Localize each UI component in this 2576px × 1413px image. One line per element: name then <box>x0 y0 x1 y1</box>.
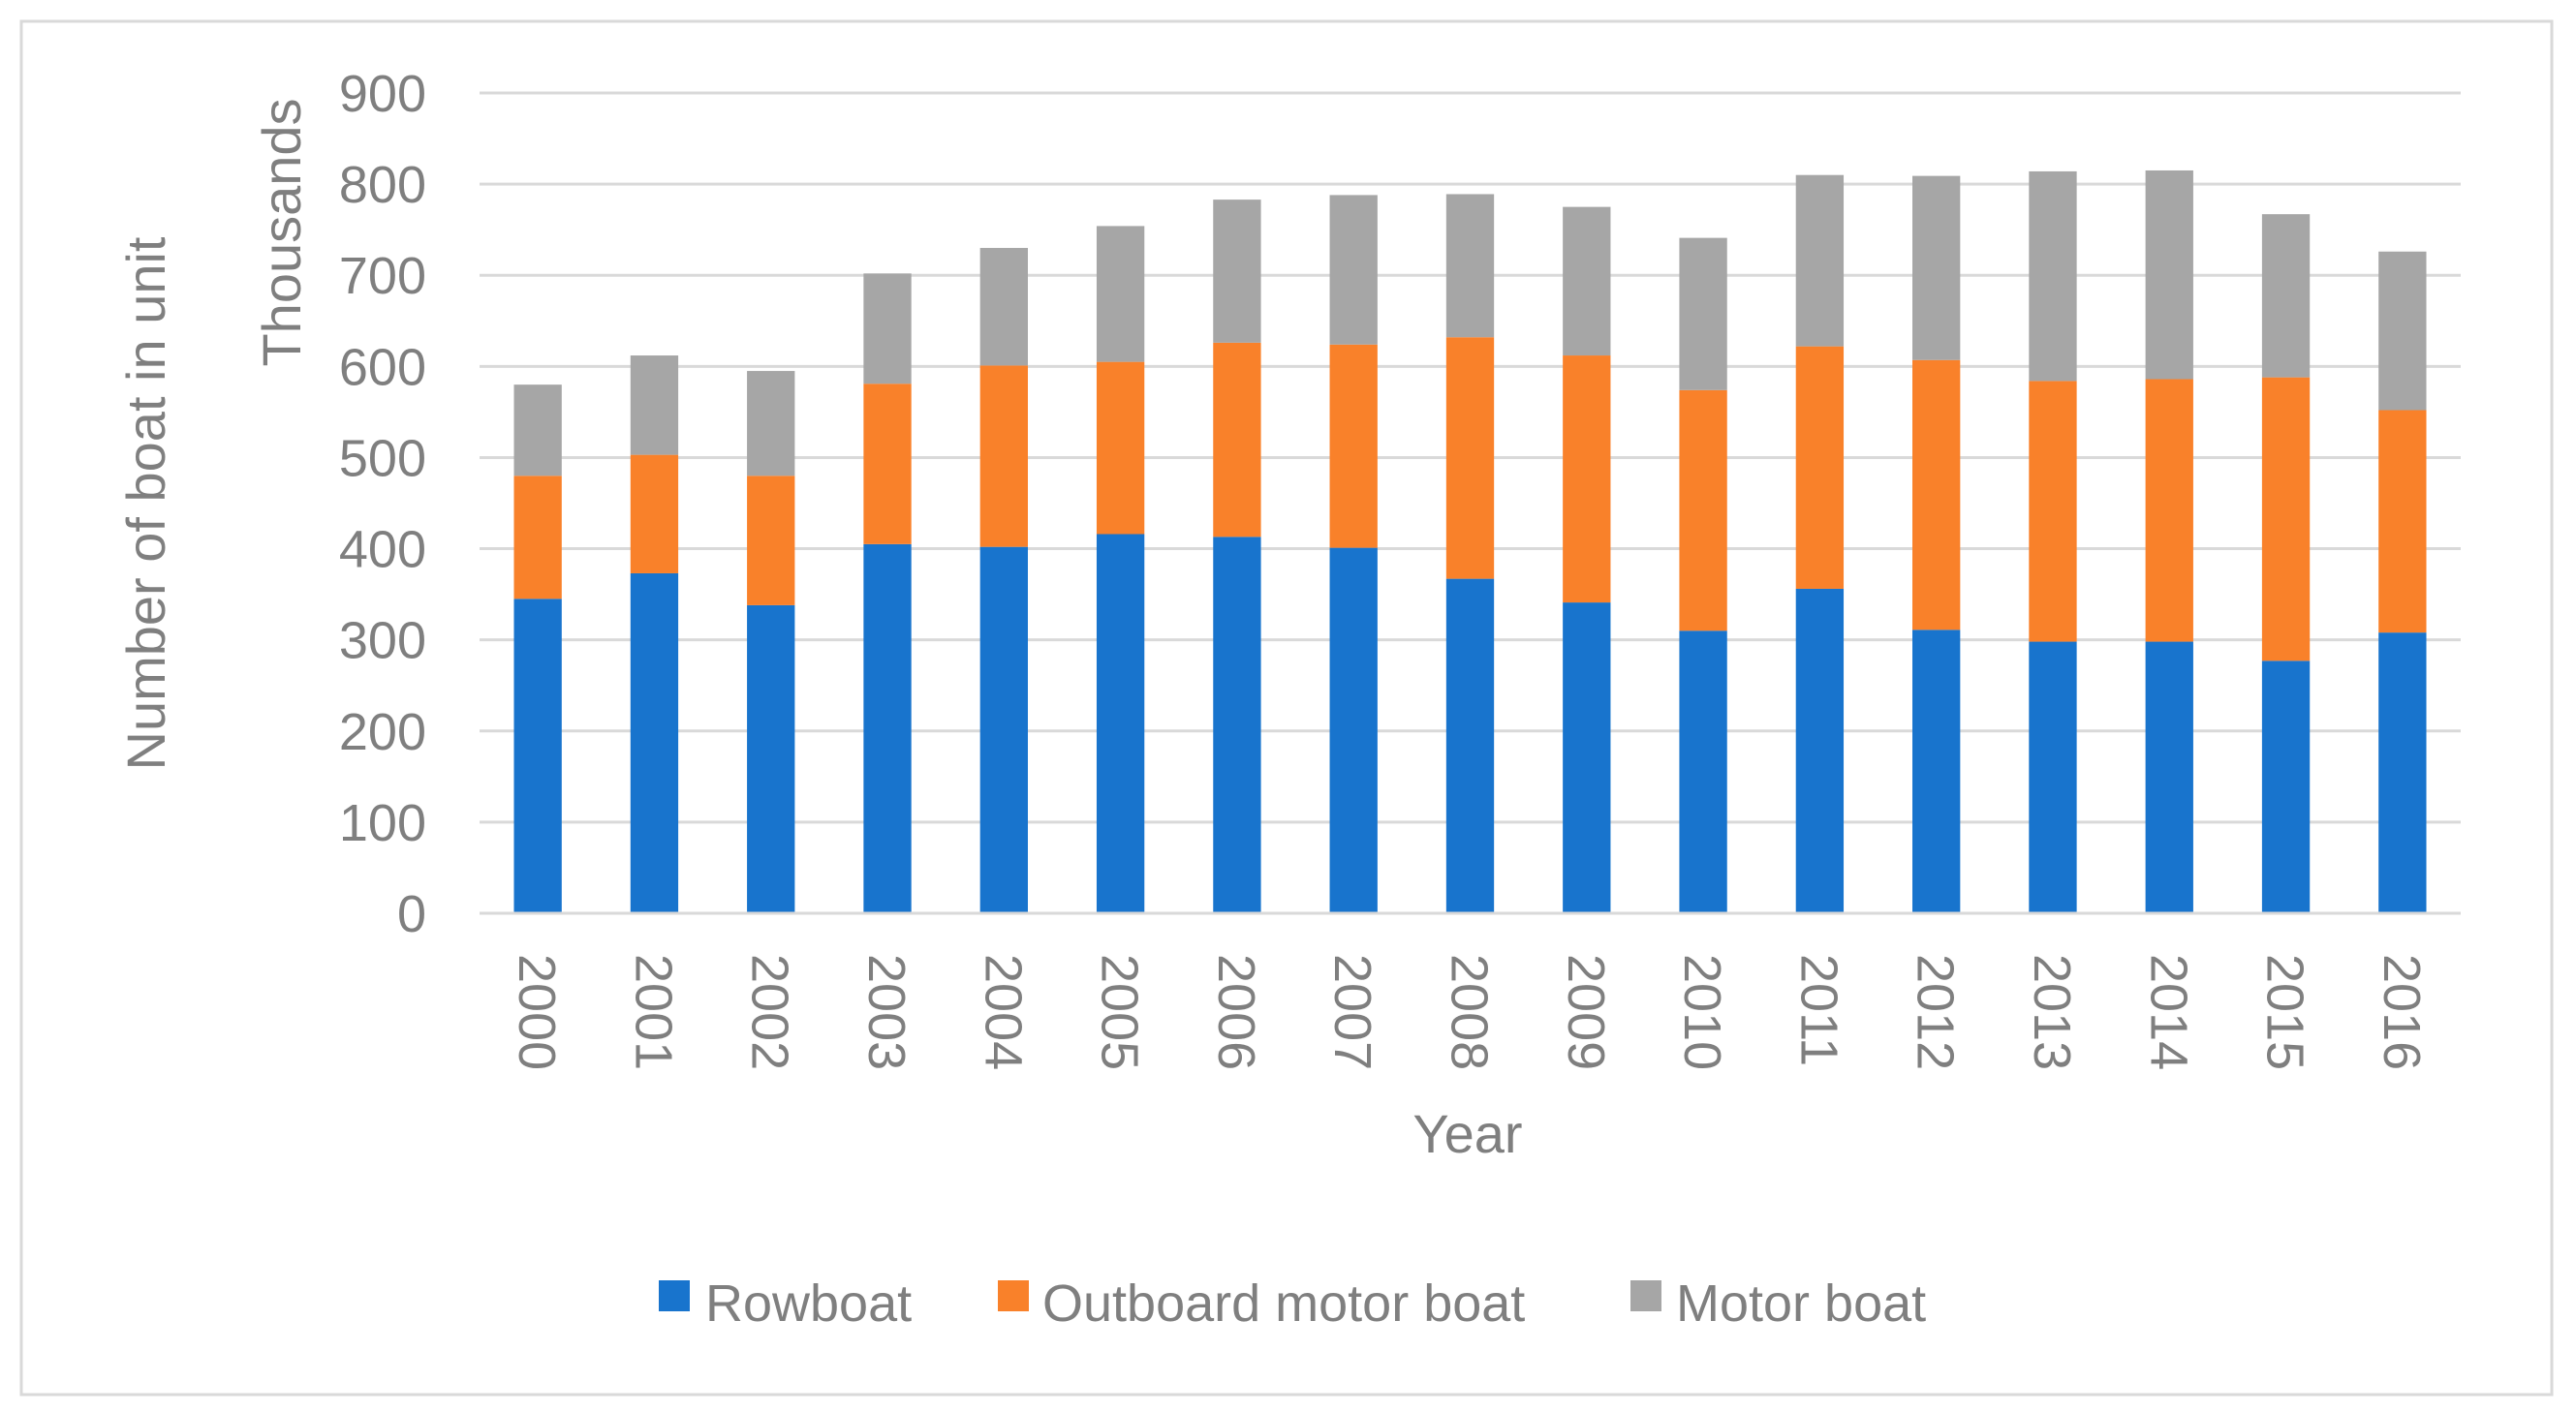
y-tick-label: 0 <box>397 885 426 943</box>
x-axis-ticks: 2000 2001 2002 2003 2004 2005 2006 2007 2008 2009… <box>508 954 2431 1070</box>
legend-swatch-rowboat <box>659 1280 690 1311</box>
bar-rowboat-2016 <box>2378 632 2427 913</box>
x-tick-label: 2005 <box>1091 954 1149 1070</box>
bars <box>513 169 2427 913</box>
y-tick-label: 700 <box>339 247 426 305</box>
bar-rowboat-2011 <box>1795 588 1845 913</box>
bar-motor-boat-2007 <box>1329 195 1378 345</box>
bar-rowboat-2010 <box>1679 630 1727 913</box>
bar-outboard-motor-boat-2009 <box>1563 355 1611 603</box>
y-axis-ticks: 0 100 200 300 400 500 600 700 800 900 <box>339 65 426 943</box>
legend-label-rowboat: Rowboat <box>705 1275 912 1333</box>
bar-outboard-motor-boat-2004 <box>979 365 1028 547</box>
bar-outboard-motor-boat-2015 <box>2261 377 2311 661</box>
y-axis-unit-label: Thousands <box>251 98 312 366</box>
bar-motor-boat-2003 <box>863 273 912 384</box>
x-tick-label: 2000 <box>508 954 566 1070</box>
bar-rowboat-2000 <box>513 599 562 913</box>
y-tick-label: 400 <box>339 521 426 579</box>
bar-rowboat-2013 <box>2029 641 2077 913</box>
bar-motor-boat-2008 <box>1445 194 1495 338</box>
bar-outboard-motor-boat-2001 <box>630 454 679 573</box>
x-tick-label: 2007 <box>1323 954 1381 1070</box>
bar-rowboat-2004 <box>979 546 1028 913</box>
bar-outboard-motor-boat-2016 <box>2378 410 2427 633</box>
legend-label-motor-boat: Motor boat <box>1676 1275 1926 1333</box>
bar-outboard-motor-boat-2012 <box>1912 359 1961 630</box>
bar-outboard-motor-boat-2005 <box>1096 361 1145 535</box>
x-tick-label: 2011 <box>1789 954 1847 1066</box>
y-tick-label: 800 <box>339 156 426 214</box>
bar-motor-boat-2013 <box>2029 170 2077 382</box>
bar-motor-boat-2002 <box>747 371 795 476</box>
bar-outboard-motor-boat-2010 <box>1679 389 1727 631</box>
x-tick-label: 2006 <box>1207 954 1265 1070</box>
bar-outboard-motor-boat-2002 <box>747 476 795 605</box>
x-tick-label: 2009 <box>1557 954 1615 1070</box>
y-tick-label: 200 <box>339 703 426 761</box>
bar-outboard-motor-boat-2014 <box>2145 379 2193 642</box>
x-tick-label: 2014 <box>2139 954 2197 1070</box>
y-tick-label: 600 <box>339 338 426 396</box>
y-tick-label: 900 <box>339 65 426 123</box>
bar-rowboat-2003 <box>863 543 912 913</box>
bar-outboard-motor-boat-2006 <box>1213 342 1261 538</box>
y-tick-label: 100 <box>339 794 426 852</box>
legend-swatch-motor-boat <box>1630 1280 1661 1311</box>
x-tick-label: 2016 <box>2373 954 2431 1070</box>
bar-rowboat-2006 <box>1213 537 1261 913</box>
bar-outboard-motor-boat-2011 <box>1795 346 1845 589</box>
bar-rowboat-2008 <box>1445 578 1495 913</box>
bar-motor-boat-2014 <box>2145 169 2193 380</box>
bar-motor-boat-2010 <box>1679 237 1727 390</box>
y-axis-label: Number of boat in unit <box>115 236 176 770</box>
bar-rowboat-2005 <box>1096 534 1145 913</box>
x-tick-label: 2015 <box>2256 954 2314 1070</box>
bar-outboard-motor-boat-2013 <box>2029 381 2077 642</box>
bar-outboard-motor-boat-2000 <box>513 476 562 599</box>
bar-rowboat-2001 <box>630 572 679 913</box>
bar-rowboat-2009 <box>1563 602 1611 913</box>
bar-motor-boat-2009 <box>1563 206 1611 356</box>
bar-rowboat-2014 <box>2145 641 2193 913</box>
x-tick-label: 2004 <box>974 954 1032 1070</box>
bar-rowboat-2002 <box>747 604 795 913</box>
chart-border <box>19 19 2554 1397</box>
legend-swatch-outboard-motor-boat <box>998 1280 1029 1311</box>
x-tick-label: 2010 <box>1673 954 1731 1070</box>
y-tick-label: 300 <box>339 612 426 670</box>
legend-label-outboard-motor-boat: Outboard motor boat <box>1042 1275 1525 1333</box>
x-tick-label: 2003 <box>857 954 916 1070</box>
x-tick-label: 2002 <box>741 954 799 1070</box>
bar-motor-boat-2011 <box>1795 174 1845 347</box>
bar-rowboat-2012 <box>1912 630 1961 913</box>
bar-rowboat-2015 <box>2261 660 2311 913</box>
bar-motor-boat-2001 <box>630 355 679 455</box>
x-tick-label: 2012 <box>1907 954 1965 1070</box>
x-axis-label: Year <box>1412 1103 1522 1164</box>
bar-rowboat-2007 <box>1329 547 1378 913</box>
x-tick-label: 2008 <box>1441 954 1499 1070</box>
bar-motor-boat-2004 <box>979 247 1028 366</box>
x-tick-label: 2013 <box>2023 954 2081 1070</box>
bar-motor-boat-2016 <box>2378 251 2427 411</box>
x-tick-label: 2001 <box>624 954 682 1070</box>
legend: Rowboat Outboard motor boat Motor boat <box>659 1275 1926 1333</box>
bar-motor-boat-2012 <box>1912 175 1961 360</box>
bar-outboard-motor-boat-2008 <box>1445 337 1495 579</box>
bar-outboard-motor-boat-2007 <box>1329 344 1378 548</box>
bar-motor-boat-2006 <box>1213 200 1261 343</box>
bar-outboard-motor-boat-2003 <box>863 384 912 544</box>
bar-motor-boat-2000 <box>513 384 562 476</box>
bar-motor-boat-2005 <box>1096 226 1145 362</box>
y-tick-label: 500 <box>339 429 426 487</box>
bar-motor-boat-2015 <box>2261 214 2311 378</box>
